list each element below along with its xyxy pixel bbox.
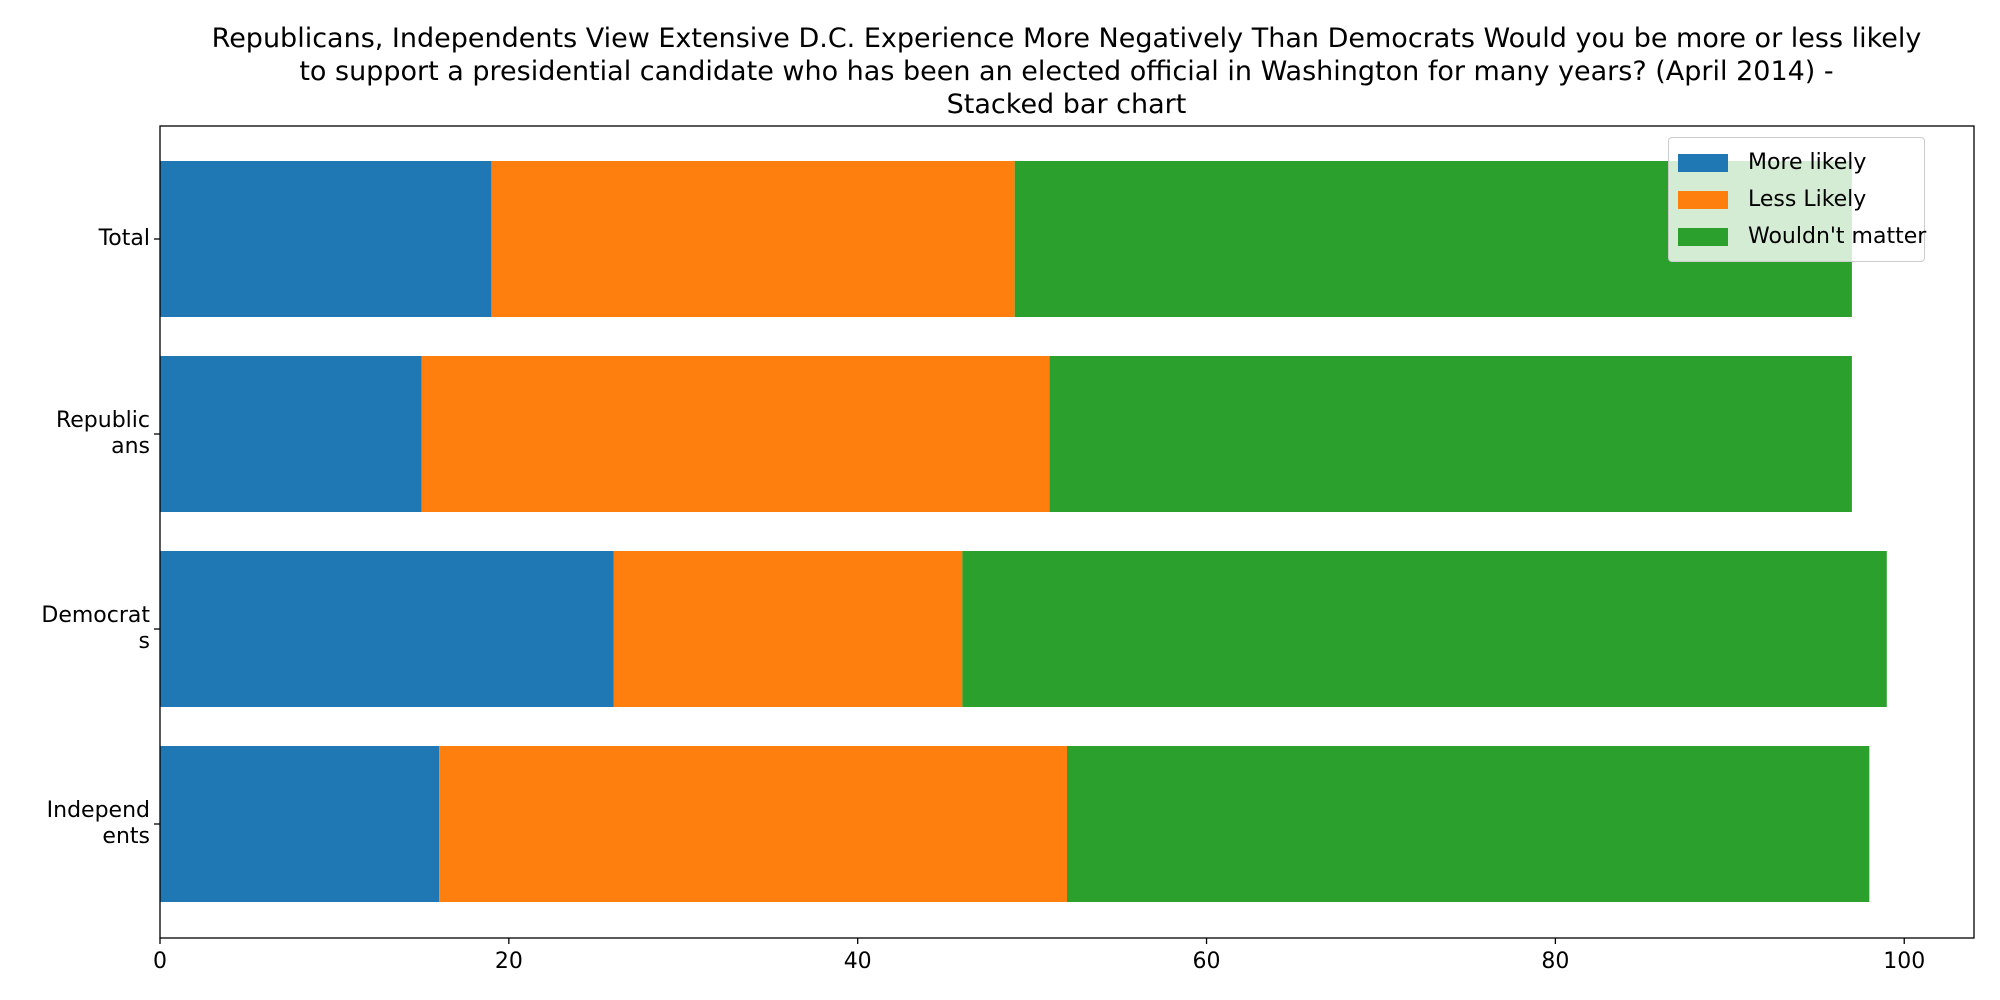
y-tick-label: Democrat s (41, 603, 150, 654)
x-tick-label: 0 (153, 949, 167, 974)
x-tick-label: 20 (495, 949, 523, 974)
legend-label: Less Likely (1748, 187, 1867, 212)
x-tick-label: 80 (1541, 949, 1569, 974)
chart-title-line: Stacked bar chart (946, 89, 1187, 120)
bar-wouldn-t-matter-republicans (1049, 356, 1852, 512)
bar-more-likely-republicans (160, 356, 422, 512)
legend-item-more-likely: More likely (1669, 144, 1924, 181)
bar-less-likely-total (491, 161, 1015, 317)
bar-more-likely-independents (160, 746, 440, 902)
bar-more-likely-democrats (160, 551, 614, 707)
bar-less-likely-independents (439, 746, 1068, 902)
legend-label: Wouldn't matter (1748, 224, 1927, 249)
legend-item-wouldnt-matter: Wouldn't matter (1669, 218, 1927, 255)
y-axis: Total Republic ans Democrat s Independ ents (41, 226, 160, 849)
chart-title-line: to support a presidential candidate who … (299, 56, 1834, 87)
bar-wouldn-t-matter-democrats (962, 551, 1887, 707)
y-tick-label: Republic ans (56, 408, 150, 459)
bar-more-likely-total (160, 161, 492, 317)
y-tick-label: Independ ents (47, 798, 150, 849)
legend: More likely Less Likely Wouldn't matter (1668, 137, 1927, 262)
legend-swatch (1678, 227, 1728, 246)
legend-item-less-likely: Less Likely (1669, 181, 1924, 218)
chart-title-line: Republicans, Independents View Extensive… (211, 23, 1922, 54)
plot-frame (159, 125, 1975, 939)
chart-title: Republicans, Independents View Extensive… (0, 22, 2000, 121)
bar-wouldn-t-matter-independents (1067, 746, 1870, 902)
bars-layer (160, 161, 1887, 902)
legend-swatch (1678, 190, 1728, 209)
y-tick-label: Total (98, 226, 150, 251)
x-tick-label: 40 (844, 949, 872, 974)
legend-swatch (1678, 153, 1728, 172)
bar-less-likely-democrats (613, 551, 963, 707)
x-tick-label: 100 (1883, 949, 1925, 974)
x-axis: 0 20 40 60 80 100 (153, 938, 1925, 974)
bar-less-likely-republicans (421, 356, 1050, 512)
x-tick-label: 60 (1193, 949, 1221, 974)
legend-label: More likely (1748, 150, 1867, 175)
